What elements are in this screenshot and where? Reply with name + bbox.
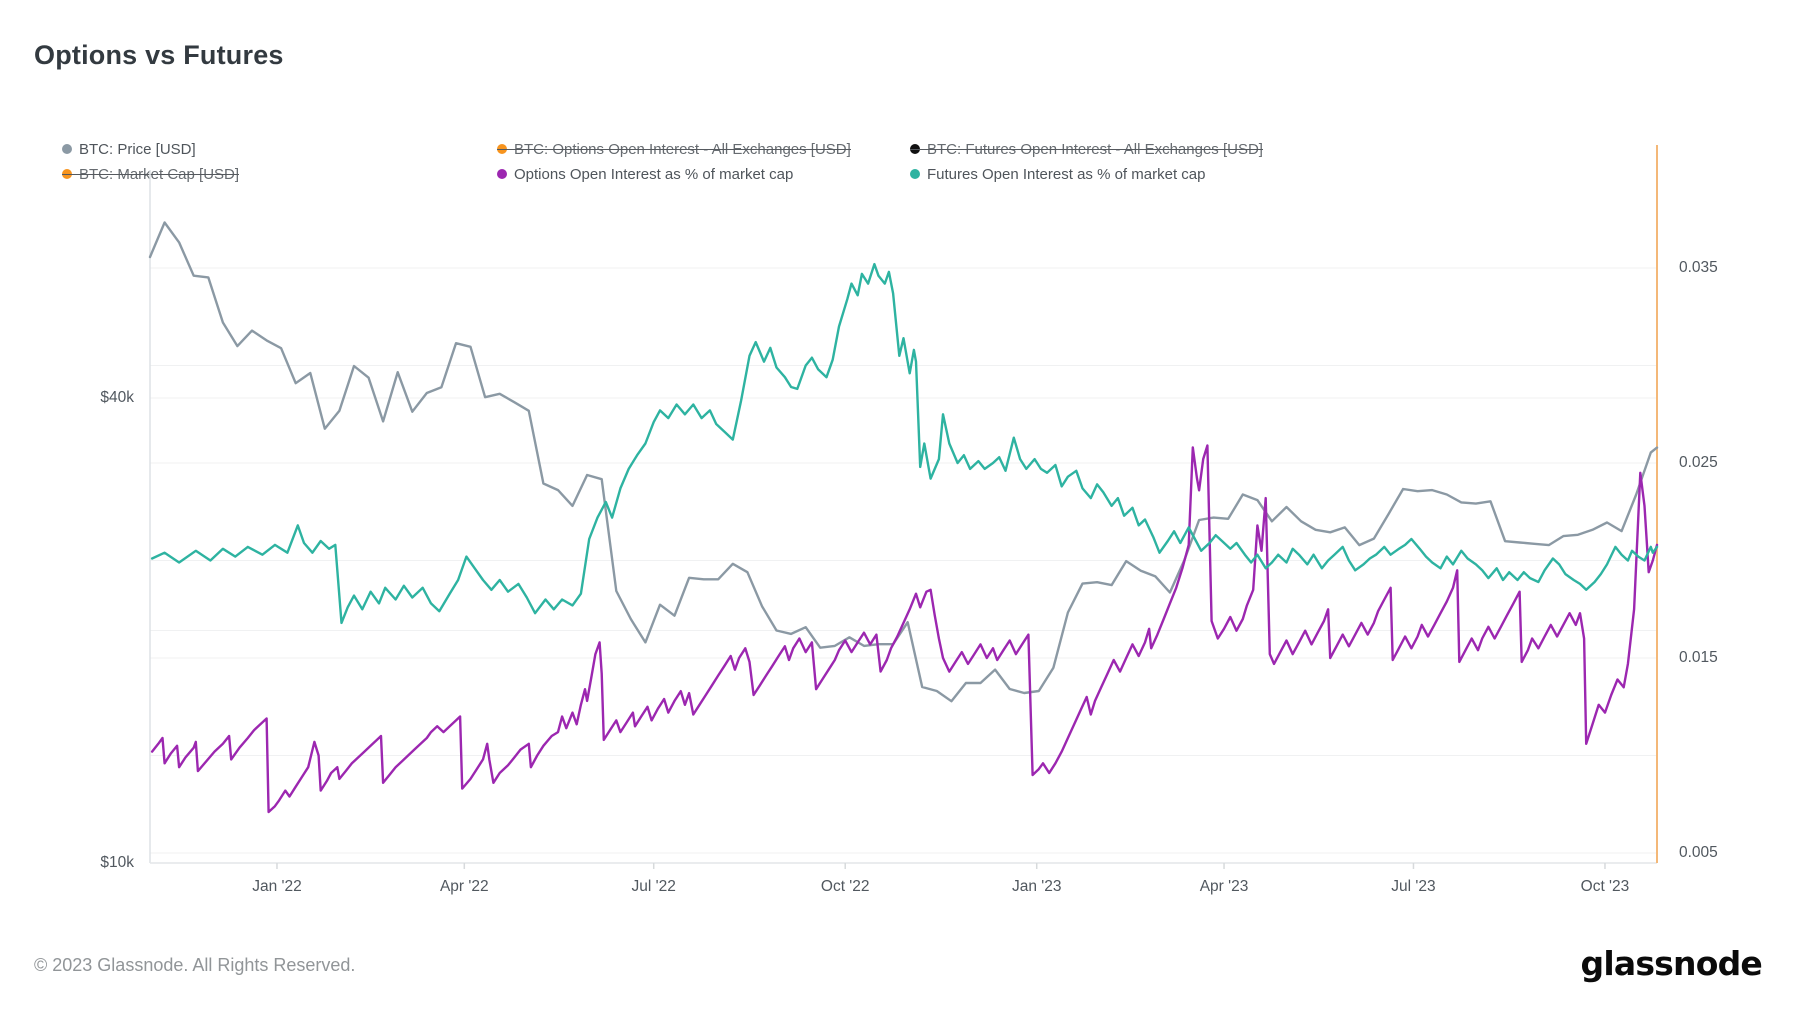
options-oi-line xyxy=(150,444,1659,814)
price-line xyxy=(148,221,1659,703)
y-axis-left-label: $40k xyxy=(100,388,134,406)
legend-dot-options-oi-pct xyxy=(497,169,507,179)
x-axis-label: Apr '22 xyxy=(439,878,489,895)
x-axis-label: Jan '22 xyxy=(252,878,302,895)
x-axis-label: Jul '23 xyxy=(1391,878,1436,895)
x-axis-label: Oct '23 xyxy=(1580,878,1630,895)
chart-plot-area[interactable] xyxy=(150,165,1657,863)
legend-label: Options Open Interest as % of market cap xyxy=(514,166,793,183)
x-axis-label: Jul '22 xyxy=(631,878,676,895)
legend-label: Futures Open Interest as % of market cap xyxy=(927,166,1205,183)
legend-item-btc-price[interactable]: BTC: Price [USD] xyxy=(62,139,196,159)
x-axis-ticks xyxy=(276,863,1606,869)
page-title: Options vs Futures xyxy=(34,40,284,70)
legend-item-futures-oi-pct[interactable]: Futures Open Interest as % of market cap xyxy=(910,164,1205,184)
legend-label: BTC: Price [USD] xyxy=(79,140,196,158)
glassnode-logo: glassnode xyxy=(1580,944,1763,983)
legend-item-options-oi-pct[interactable]: Options Open Interest as % of market cap xyxy=(497,164,793,184)
x-axis-label: Apr '23 xyxy=(1199,878,1249,895)
futures-oi-line xyxy=(150,262,1659,625)
x-axis-label: Jan '23 xyxy=(1011,878,1062,895)
legend-item-futures-oi-usd[interactable]: BTC: Futures Open Interest - All Exchang… xyxy=(910,139,1263,159)
legend-item-options-oi-usd[interactable]: BTC: Options Open Interest - All Exchang… xyxy=(497,139,851,159)
x-axis-label: Oct '22 xyxy=(820,878,870,895)
y-axis-right-label: 0.005 xyxy=(1679,844,1718,861)
copyright-text: © 2023 Glassnode. All Rights Reserved. xyxy=(34,955,356,975)
legend-dot-btc-price xyxy=(62,144,72,154)
y-axis-left-label: $10k xyxy=(100,854,134,871)
y-axis-right-label: 0.035 xyxy=(1679,259,1718,276)
y-axis-right-label: 0.025 xyxy=(1679,454,1718,471)
legend-dot-futures-oi-pct xyxy=(910,169,920,179)
y-axis-right-label: 0.015 xyxy=(1679,649,1718,666)
